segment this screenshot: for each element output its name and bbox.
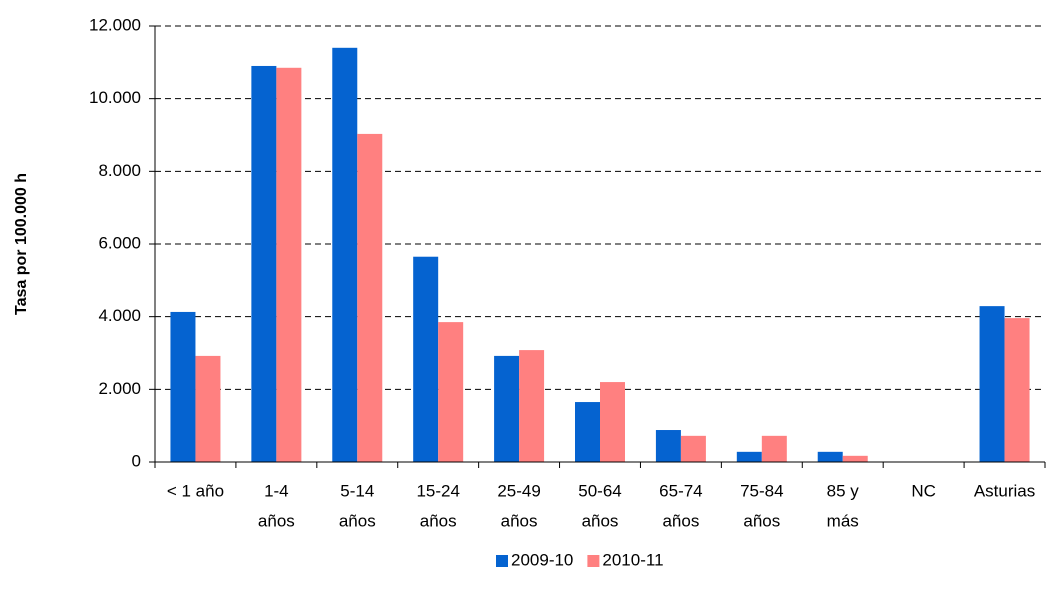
y-tick-label: 6.000 [98, 233, 141, 252]
x-tick-label: 85 y [827, 481, 860, 500]
x-tick-label: años [258, 511, 295, 530]
x-tick-label: 50-64 [578, 481, 621, 500]
y-axis-label: Tasa por 100.000 h [13, 173, 30, 315]
legend-label: 2009-10 [511, 550, 573, 569]
x-tick-label: años [501, 511, 538, 530]
y-tick-label: 12.000 [89, 15, 141, 34]
bar [680, 435, 706, 462]
bar [438, 322, 464, 462]
y-tick-label: 8.000 [98, 161, 141, 180]
x-tick-label: 15-24 [416, 481, 459, 500]
y-tick-label: 0 [132, 451, 141, 470]
bar [276, 67, 302, 463]
bar [842, 455, 868, 462]
bar [1004, 318, 1030, 462]
bar [357, 133, 383, 462]
bar [575, 402, 600, 462]
x-tick-label: 65-74 [659, 481, 702, 500]
bar [195, 355, 221, 462]
bar [494, 355, 520, 462]
bar [817, 451, 843, 462]
y-tick-label: 2.000 [98, 379, 141, 398]
bar [170, 311, 196, 462]
x-tick-label: Asturias [974, 481, 1035, 500]
bar [736, 451, 762, 462]
bar [413, 256, 439, 462]
bar [761, 435, 787, 462]
bar [979, 306, 1005, 462]
x-tick-label: < 1 año [167, 481, 224, 500]
bar [519, 350, 545, 462]
legend-swatch [496, 555, 508, 567]
x-tick-label: años [582, 511, 619, 530]
x-tick-label: años [420, 511, 457, 530]
bar [332, 47, 358, 463]
x-tick-label: NC [911, 481, 936, 500]
y-tick-label: 4.000 [98, 306, 141, 325]
x-tick-label: 1-4 [264, 481, 289, 500]
x-tick-label: años [743, 511, 780, 530]
x-tick-label: 25-49 [497, 481, 540, 500]
y-tick-label: 10.000 [89, 88, 141, 107]
bar [600, 382, 625, 462]
x-tick-label: 75-84 [740, 481, 783, 500]
x-tick-label: años [339, 511, 376, 530]
x-tick-label: años [662, 511, 699, 530]
legend-label: 2010-11 [602, 550, 663, 569]
x-tick-label: más [827, 511, 859, 530]
legend-swatch [587, 555, 600, 567]
bar [251, 65, 277, 462]
x-tick-label: 5-14 [340, 481, 374, 500]
bar [655, 430, 681, 462]
